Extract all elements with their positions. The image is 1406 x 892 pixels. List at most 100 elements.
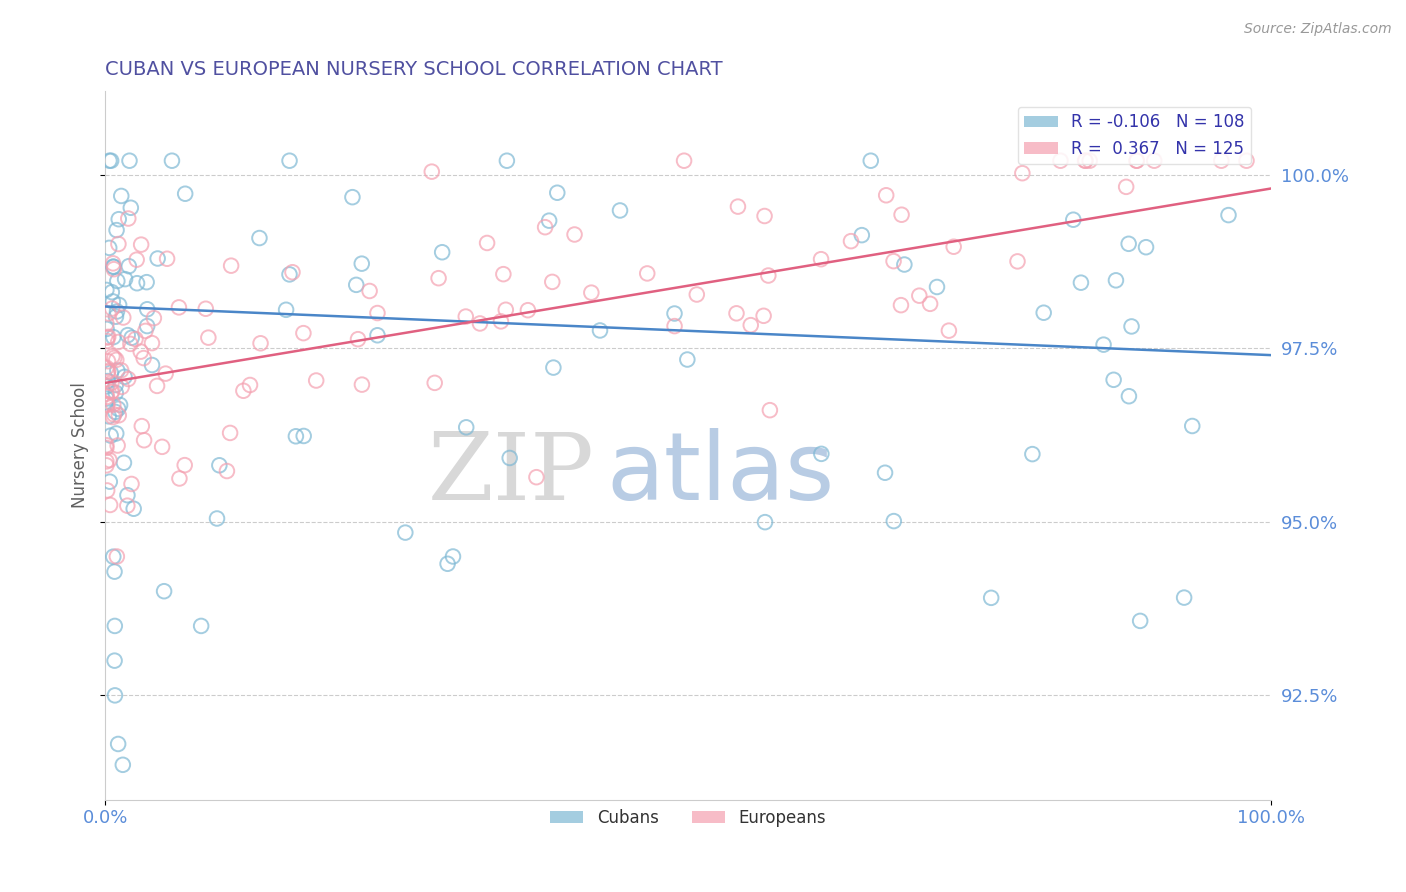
Point xyxy=(174,186,197,201)
Point xyxy=(125,277,148,291)
Point xyxy=(112,310,135,325)
Point xyxy=(859,153,882,168)
Point xyxy=(1070,276,1092,290)
Point xyxy=(107,237,129,252)
Point xyxy=(875,188,897,202)
Point xyxy=(100,153,122,168)
Point xyxy=(664,319,686,334)
Point xyxy=(350,257,373,271)
Point xyxy=(740,318,762,333)
Point xyxy=(114,272,136,286)
Point xyxy=(103,408,125,422)
Point xyxy=(105,274,128,288)
Point xyxy=(754,209,776,223)
Point xyxy=(111,380,134,394)
Point xyxy=(292,429,315,443)
Point xyxy=(107,401,129,416)
Point xyxy=(759,403,782,417)
Point xyxy=(141,358,163,372)
Point xyxy=(1118,236,1140,251)
Point xyxy=(104,385,127,400)
Point xyxy=(366,306,388,320)
Point xyxy=(1121,319,1143,334)
Point xyxy=(1074,153,1097,168)
Point xyxy=(920,297,942,311)
Point xyxy=(1102,373,1125,387)
Point xyxy=(97,365,120,379)
Point xyxy=(980,591,1002,605)
Point xyxy=(756,268,779,283)
Point xyxy=(1218,208,1240,222)
Point xyxy=(105,363,128,377)
Point xyxy=(146,379,169,393)
Point xyxy=(686,287,709,301)
Point xyxy=(456,420,478,434)
Point xyxy=(101,410,124,425)
Point xyxy=(274,302,297,317)
Point xyxy=(475,235,498,250)
Point xyxy=(543,360,565,375)
Point xyxy=(1125,153,1147,168)
Point xyxy=(96,438,118,452)
Point xyxy=(101,256,124,270)
Point xyxy=(538,213,561,227)
Point xyxy=(516,303,538,318)
Point xyxy=(1062,212,1084,227)
Point xyxy=(117,499,139,513)
Point xyxy=(232,384,254,398)
Point xyxy=(893,258,915,272)
Point xyxy=(122,501,145,516)
Point xyxy=(155,367,177,381)
Point xyxy=(107,409,129,423)
Point xyxy=(873,466,896,480)
Point xyxy=(908,288,931,302)
Point xyxy=(103,654,125,668)
Point xyxy=(96,283,118,297)
Point xyxy=(125,252,148,267)
Point xyxy=(208,458,231,473)
Point xyxy=(890,208,912,222)
Point xyxy=(1125,153,1147,168)
Point xyxy=(101,350,124,364)
Point xyxy=(1078,153,1101,168)
Point xyxy=(117,211,139,226)
Point xyxy=(112,456,135,470)
Point xyxy=(108,398,131,412)
Point xyxy=(925,280,948,294)
Point xyxy=(156,252,179,266)
Point xyxy=(344,277,367,292)
Point xyxy=(436,557,458,571)
Point xyxy=(100,376,122,390)
Point xyxy=(146,252,169,266)
Point xyxy=(97,409,120,424)
Point xyxy=(105,352,128,367)
Point xyxy=(1049,153,1071,168)
Point xyxy=(1236,153,1258,168)
Point xyxy=(1118,389,1140,403)
Text: ZIP: ZIP xyxy=(429,429,595,519)
Point xyxy=(107,334,129,349)
Point xyxy=(107,212,129,227)
Point xyxy=(110,189,132,203)
Point xyxy=(98,241,121,255)
Point xyxy=(278,268,301,282)
Point xyxy=(1011,166,1033,180)
Point xyxy=(534,220,557,235)
Point xyxy=(215,464,238,478)
Point xyxy=(120,337,142,351)
Point xyxy=(103,398,125,412)
Point xyxy=(96,387,118,401)
Point xyxy=(105,304,128,318)
Point xyxy=(153,584,176,599)
Point xyxy=(101,294,124,309)
Point xyxy=(423,376,446,390)
Point xyxy=(98,475,121,489)
Point xyxy=(1021,447,1043,461)
Point xyxy=(134,324,156,338)
Point xyxy=(101,384,124,399)
Point xyxy=(754,515,776,529)
Point xyxy=(136,302,159,317)
Point xyxy=(135,275,157,289)
Point xyxy=(97,364,120,378)
Point xyxy=(98,498,121,512)
